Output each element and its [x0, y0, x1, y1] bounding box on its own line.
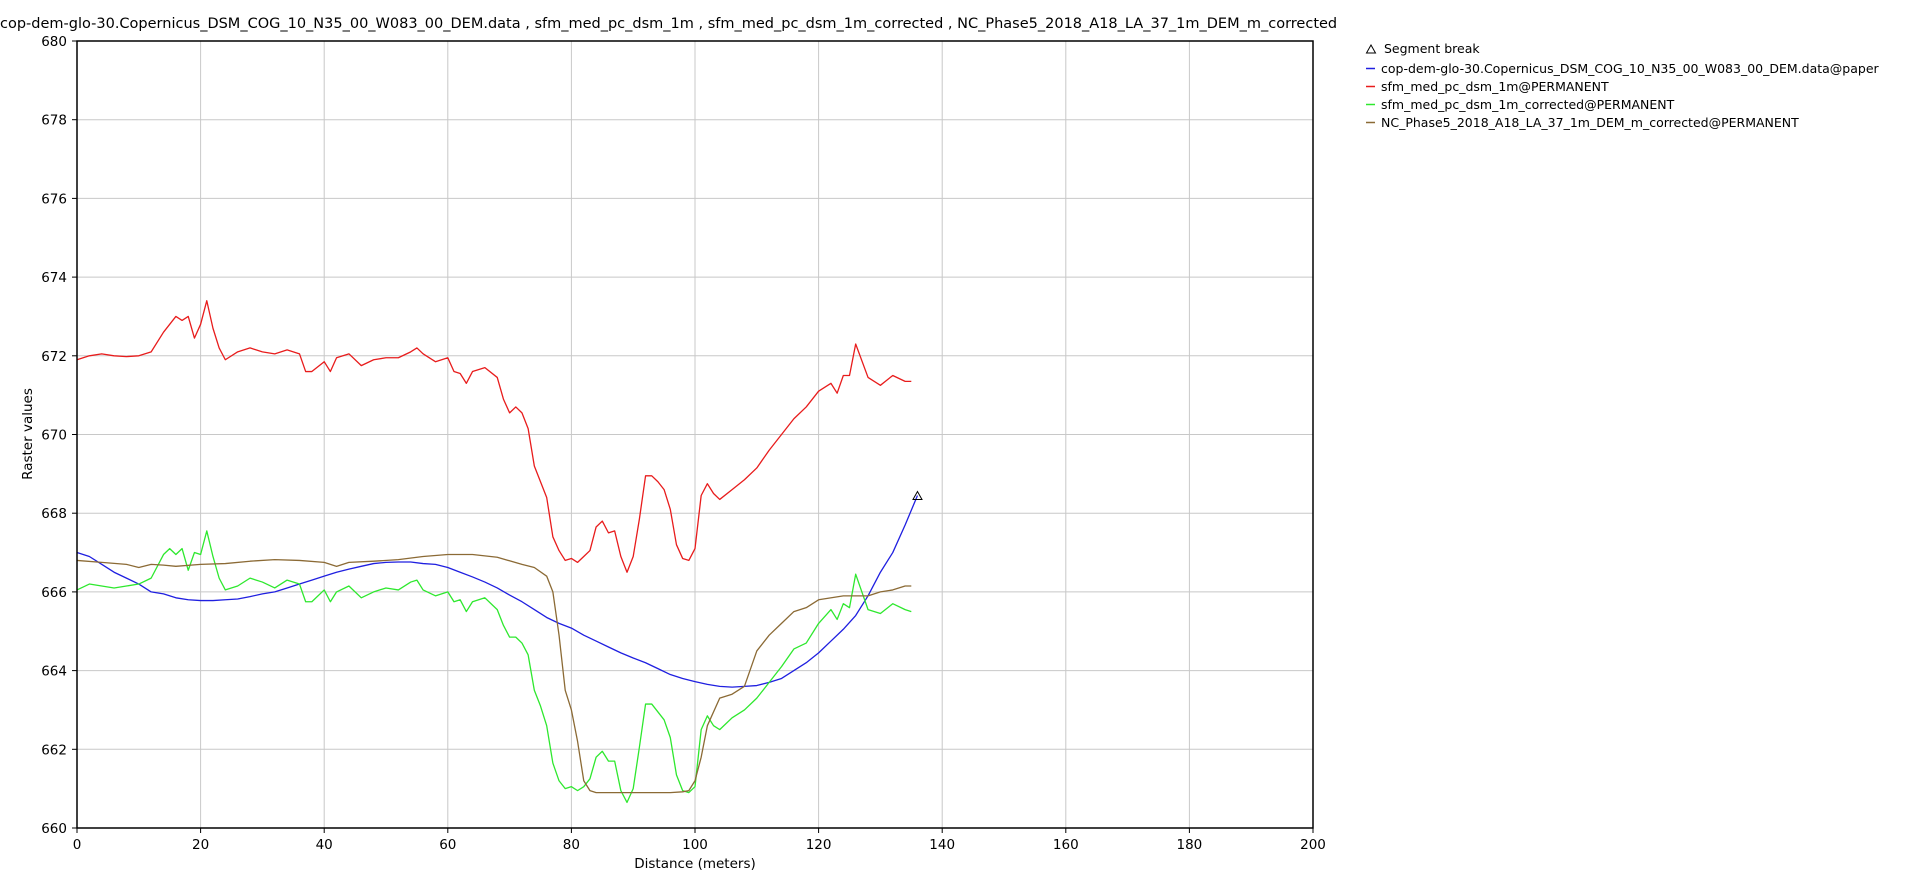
legend-series-label: sfm_med_pc_dsm_1m_corrected@PERMANENT	[1381, 97, 1675, 112]
x-tick-label: 60	[439, 837, 456, 853]
series-line-2	[76, 300, 912, 573]
segment-break-marker	[912, 490, 923, 500]
y-tick-label: 674	[41, 270, 67, 286]
y-tick-label: 678	[41, 113, 67, 129]
x-tick-label: 20	[192, 837, 209, 853]
legend-series-label: cop-dem-glo-30.Copernicus_DSM_COG_10_N35…	[1381, 61, 1880, 76]
grid-lines	[76, 40, 1314, 829]
x-tick-label: 160	[1053, 837, 1079, 853]
y-tick-label: 664	[41, 664, 67, 680]
x-tick-label: 40	[316, 837, 333, 853]
legend: Segment break cop-dem-glo-30.Copernicus_…	[1365, 41, 1880, 130]
y-tick-label: 680	[41, 34, 67, 50]
x-tick-label: 140	[929, 837, 955, 853]
x-tick-label: 100	[682, 837, 708, 853]
x-tick-label: 80	[563, 837, 580, 853]
y-tick-label: 660	[41, 821, 67, 837]
legend-segment-break-icon	[1365, 43, 1377, 54]
axis-ticks: 0 20 40 60 80 100 120 140 160 180 200 660 662 664 666 6…	[41, 34, 1326, 853]
y-tick-label: 662	[41, 742, 67, 758]
chart-title: cop-dem-glo-30.Copernicus_DSM_COG_10_N35…	[0, 16, 1337, 32]
series-line-1	[76, 495, 919, 688]
segment-break-markers	[912, 490, 923, 500]
series-line-4	[76, 553, 912, 794]
legend-series-label: sfm_med_pc_dsm_1m@PERMANENT	[1381, 79, 1609, 94]
x-tick-label: 0	[73, 837, 82, 853]
series-line-3	[76, 530, 912, 804]
x-tick-label: 200	[1300, 837, 1326, 853]
series-lines	[76, 300, 919, 804]
x-axis-label: Distance (meters)	[634, 856, 756, 872]
x-tick-label: 180	[1177, 837, 1203, 853]
legend-segment-break-label: Segment break	[1384, 41, 1480, 56]
y-tick-label: 668	[41, 506, 67, 522]
y-tick-label: 676	[41, 191, 67, 207]
x-tick-label: 120	[806, 837, 832, 853]
y-tick-label: 666	[41, 585, 67, 601]
y-axis-label: Raster values	[20, 388, 36, 480]
y-tick-label: 672	[41, 349, 67, 365]
y-tick-label: 670	[41, 428, 67, 444]
legend-series-label: NC_Phase5_2018_A18_LA_37_1m_DEM_m_correc…	[1381, 115, 1799, 130]
